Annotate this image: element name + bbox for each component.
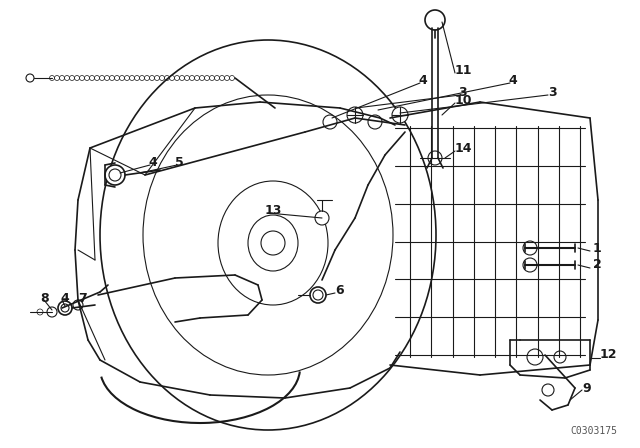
- Text: 12: 12: [600, 349, 618, 362]
- Text: 11: 11: [455, 64, 472, 77]
- Text: 4: 4: [418, 73, 427, 86]
- Text: 7: 7: [78, 292, 87, 305]
- Text: 13: 13: [265, 203, 282, 216]
- Circle shape: [554, 351, 566, 363]
- Text: 5: 5: [175, 155, 184, 168]
- Circle shape: [523, 241, 537, 255]
- Text: 14: 14: [455, 142, 472, 155]
- Text: 6: 6: [335, 284, 344, 297]
- Text: 3: 3: [548, 86, 557, 99]
- Circle shape: [392, 107, 408, 123]
- Text: 2: 2: [593, 258, 602, 271]
- Circle shape: [310, 287, 326, 303]
- Circle shape: [347, 107, 363, 123]
- Text: 4: 4: [60, 292, 68, 305]
- Circle shape: [105, 165, 125, 185]
- Text: 10: 10: [455, 94, 472, 107]
- Circle shape: [523, 258, 537, 272]
- Circle shape: [368, 115, 382, 129]
- Circle shape: [47, 307, 57, 317]
- Circle shape: [58, 301, 72, 315]
- Text: 4: 4: [148, 155, 157, 168]
- Text: 8: 8: [40, 292, 49, 305]
- Text: C0303175: C0303175: [570, 426, 617, 436]
- Text: 3: 3: [458, 86, 467, 99]
- Text: 1: 1: [593, 241, 602, 254]
- Text: 9: 9: [582, 382, 591, 395]
- Circle shape: [323, 115, 337, 129]
- Circle shape: [542, 384, 554, 396]
- Circle shape: [527, 349, 543, 365]
- Text: 4: 4: [508, 73, 516, 86]
- Circle shape: [315, 211, 329, 225]
